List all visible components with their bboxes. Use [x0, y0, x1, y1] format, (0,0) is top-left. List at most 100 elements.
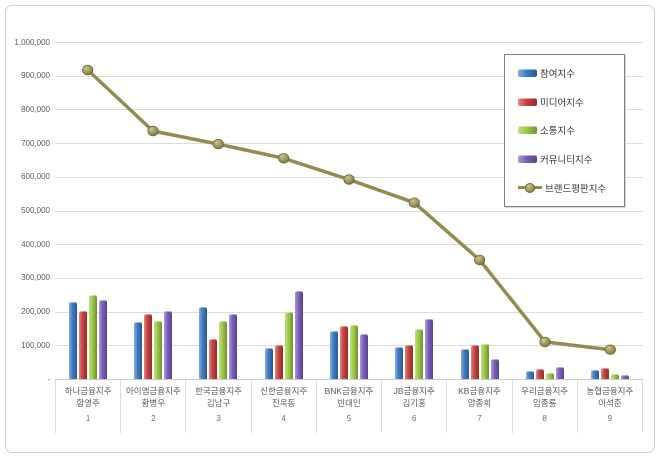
bar-소통지수-한국금융지주 [219, 321, 228, 379]
y-axis-tick-label: 1,000,000 [14, 37, 50, 47]
rank-label: 7 [477, 414, 482, 423]
bar-소통지수-아이엠금융지주 [153, 321, 162, 379]
bar-참여지수-BNK금융지주 [329, 331, 338, 379]
legend-swatch-icon [518, 126, 537, 135]
y-axis-tick-label: 900,000 [21, 71, 50, 81]
bar-커뮤니티지수-농협금융지주 [621, 375, 630, 379]
bar-소통지수-하나금융지주 [88, 295, 97, 379]
company-label: 농협금융지주 [586, 386, 634, 396]
company-label: KB금융지주 [458, 386, 501, 396]
bar-참여지수-우리금융지주 [525, 371, 534, 379]
rank-label: 6 [411, 414, 417, 423]
ceo-label: 황병우 [141, 398, 166, 408]
bar-group-rank-2 [120, 42, 185, 379]
bar-group-rank-3 [186, 42, 251, 379]
y-axis-tick-label: 500,000 [21, 206, 50, 215]
ceo-label: 이석준 [598, 398, 622, 408]
legend-swatch-icon [518, 69, 537, 78]
bar-참여지수-KB금융지주 [460, 349, 469, 379]
bar-커뮤니티지수-한국금융지주 [229, 314, 238, 379]
y-axis-tick-label: 600,000 [21, 172, 50, 182]
category-cell-아이엠금융지주: 아이엠금융지주 황병우 2 [121, 380, 187, 433]
bar-미디어지수-BNK금융지주 [339, 326, 348, 379]
bar-미디어지수-KB금융지주 [470, 345, 479, 379]
legend-label: 소통지수 [540, 126, 575, 138]
y-axis-tick-label: 200,000 [21, 307, 50, 317]
bar-커뮤니티지수-KB금융지주 [490, 359, 499, 379]
bar-미디어지수-농협금융지주 [601, 368, 610, 379]
legend-item-브랜드평판지수: 브랜드평판지수 [518, 181, 620, 195]
bar-커뮤니티지수-신한금융지주 [294, 291, 303, 379]
legend-item-참여지수: 참여지수 [518, 66, 620, 80]
bar-커뮤니티지수-BNK금융지주 [359, 334, 368, 379]
ceo-label: 김남구 [206, 398, 231, 408]
gridline [55, 277, 643, 279]
bar-커뮤니티지수-JB금융지주 [425, 319, 434, 379]
ceo-label: 김기홍 [402, 398, 426, 408]
gridline [55, 75, 643, 77]
ceo-label: 임종룡 [532, 398, 557, 408]
bar-group-rank-1 [55, 42, 120, 379]
trend-marker-rank-1 [82, 64, 94, 76]
bar-series-area [55, 42, 643, 379]
ceo-label: 양종희 [467, 398, 492, 408]
company-label: 한국금융지주 [195, 386, 242, 396]
bar-커뮤니티지수-아이엠금융지주 [163, 311, 172, 379]
bar-소통지수-신한금융지주 [284, 312, 293, 379]
bar-미디어지수-신한금융지주 [274, 345, 283, 379]
bar-커뮤니티지수-하나금융지주 [98, 300, 107, 379]
rank-label: 9 [607, 414, 613, 423]
legend-ball-icon [525, 182, 535, 193]
ceo-label: 진옥동 [272, 398, 296, 408]
category-cell-JB금융지주: JB금융지주 김기홍 6 [382, 380, 448, 433]
y-axis: 1,000,000 900,000 800,000 700,000 600,000 500… [6, 38, 50, 384]
legend-label: 브랜드평판지수 [545, 183, 607, 195]
bar-참여지수-아이엠금융지주 [133, 322, 142, 379]
y-axis-tick-label: - [47, 374, 50, 384]
legend-label: 참여지수 [540, 69, 575, 81]
bar-group-rank-5 [316, 42, 381, 379]
category-cell-BNK금융지주: BNK금융지주 빈대인 5 [317, 380, 383, 433]
gridline [55, 42, 643, 43]
bar-소통지수-농협금융지주 [611, 374, 620, 379]
legend-label: 커뮤니티지수 [540, 155, 593, 167]
gridline [55, 210, 643, 212]
brand-index-trend-line [82, 64, 616, 355]
legend-line-marker-icon [518, 182, 542, 193]
category-cell-우리금융지주: 우리금융지주 임종룡 8 [513, 380, 578, 433]
bar-소통지수-BNK금융지주 [349, 325, 358, 379]
trend-marker-rank-9 [604, 344, 616, 355]
y-axis-tick-label: 800,000 [21, 104, 50, 114]
rank-label: 4 [281, 414, 286, 423]
bar-참여지수-신한금융지주 [264, 348, 273, 379]
bar-미디어지수-한국금융지주 [209, 339, 218, 379]
legend-item-미디어지수: 미디어지수 [518, 95, 620, 109]
trend-marker-rank-4 [278, 153, 290, 164]
gridline [55, 143, 643, 145]
bar-group-rank-7 [447, 42, 512, 379]
company-label: 우리금융지주 [521, 386, 569, 396]
gridline [55, 345, 643, 347]
y-axis-tick-label: 700,000 [21, 138, 50, 148]
bar-참여지수-농협금융지주 [591, 370, 600, 379]
legend-label: 미디어지수 [540, 97, 584, 109]
bar-미디어지수-우리금융지주 [535, 369, 544, 379]
gridline [55, 109, 643, 111]
legend-item-커뮤니티지수: 커뮤니티지수 [518, 152, 620, 166]
company-label: 신한금융지주 [260, 386, 308, 396]
gridline [55, 244, 643, 246]
bar-미디어지수-아이엠금융지주 [143, 314, 152, 379]
bar-group-rank-9 [578, 42, 643, 379]
plot-area [55, 42, 643, 380]
trend-marker-rank-8 [539, 336, 551, 348]
gridline [55, 311, 643, 313]
ceo-label: 빈대인 [337, 398, 361, 408]
company-label: 아이엠금융지주 [125, 386, 181, 396]
rank-label: 3 [216, 414, 221, 423]
trend-marker-rank-5 [343, 174, 355, 185]
rank-label: 1 [85, 414, 91, 423]
